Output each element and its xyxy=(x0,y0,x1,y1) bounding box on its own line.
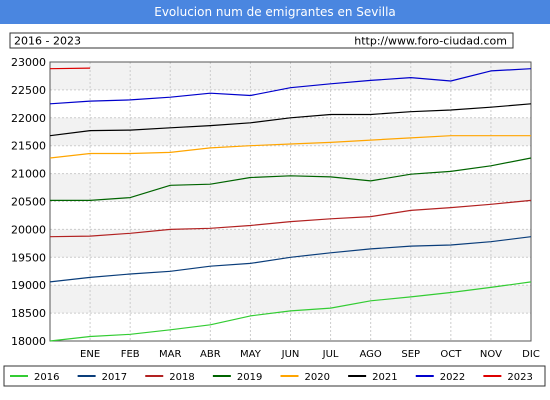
x-tick-label: SEP xyxy=(401,349,420,360)
y-tick-label: 18500 xyxy=(11,307,46,320)
legend-label: 2021 xyxy=(372,372,397,383)
legend-label: 2023 xyxy=(507,372,532,383)
x-tick-label: MAY xyxy=(240,349,262,360)
info-box: 2016 - 2023 http://www.foro-ciudad.com xyxy=(9,32,514,49)
x-axis: ENE FEB MAR ABR MAY JUN JUL AGO SEP OCT NOV DIC xyxy=(80,349,540,360)
series-line-2016 xyxy=(49,281,532,342)
series-line-2022 xyxy=(49,68,532,105)
y-tick-label: 22000 xyxy=(11,112,46,125)
series-line-2019 xyxy=(50,157,532,201)
chart-title: Evolucion num de emigrantes en Sevilla xyxy=(154,5,396,19)
y-tick-label: 22500 xyxy=(11,84,46,97)
source-url: http://www.foro-ciudad.com xyxy=(354,35,507,48)
info-box-frame xyxy=(9,32,514,49)
y-tick-label: 19500 xyxy=(11,251,46,264)
x-tick-label: ABR xyxy=(200,349,221,360)
y-tick-label: 21000 xyxy=(11,168,46,181)
legend-frame xyxy=(3,365,546,387)
plot-frame xyxy=(49,61,532,342)
legend-label: 2019 xyxy=(237,372,262,383)
legend-label: 2017 xyxy=(102,372,127,383)
x-tick-label: FEB xyxy=(121,349,140,360)
y-tick-label: 23000 xyxy=(11,56,46,69)
legend: 2016 2017 2018 2019 2020 2021 2022 2023 xyxy=(3,365,546,387)
legend-label: 2016 xyxy=(34,372,59,383)
y-axis: 18000 18500 19000 19500 20000 20500 21000 21500… xyxy=(11,56,46,348)
series-line-2021 xyxy=(49,103,532,137)
x-tick-label: MAR xyxy=(159,349,181,360)
y-tick-label: 18000 xyxy=(11,335,46,348)
x-tick-label: ENE xyxy=(80,349,100,360)
x-tick-label: AGO xyxy=(360,349,382,360)
period-label: 2016 - 2023 xyxy=(14,35,81,48)
x-tick-label: DIC xyxy=(522,349,540,360)
x-tick-label: JUL xyxy=(322,349,339,360)
legend-label: 2020 xyxy=(305,372,330,383)
x-tick-label: NOV xyxy=(480,349,502,360)
y-tick-label: 19000 xyxy=(11,279,46,292)
y-tick-label: 20000 xyxy=(11,223,46,236)
series-line-2023 xyxy=(49,67,91,70)
series-line-2018 xyxy=(49,199,532,238)
series-lines xyxy=(49,67,532,342)
legend-label: 2018 xyxy=(169,372,194,383)
x-tick-label: JUN xyxy=(281,349,300,360)
series-line-2017 xyxy=(49,236,532,283)
series-line-2020 xyxy=(49,135,531,159)
y-tick-label: 21500 xyxy=(11,140,46,153)
x-tick-label: OCT xyxy=(440,349,462,360)
chart-title-bar: Evolucion num de emigrantes en Sevilla xyxy=(0,0,550,24)
y-tick-label: 20500 xyxy=(11,196,46,209)
legend-label: 2022 xyxy=(440,372,465,383)
